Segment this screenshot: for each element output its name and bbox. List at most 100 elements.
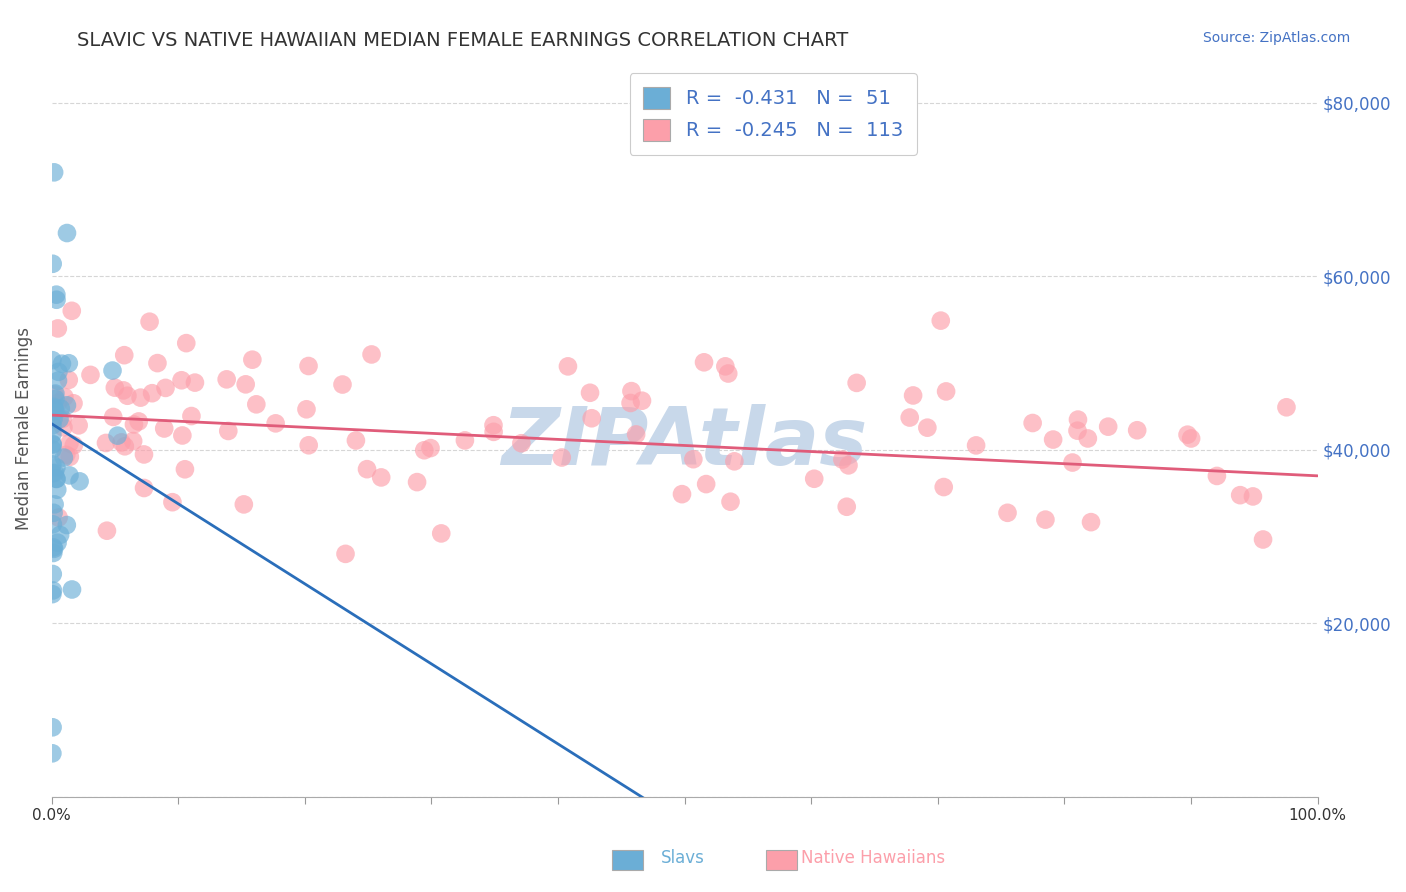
Point (153, 421, 176, 435)
Point (146, 356, 169, 370)
Point (1126, 423, 1149, 437)
Point (831, 452, 853, 467)
Point (45, 472, 67, 486)
Point (45, 287, 67, 301)
Point (419, 441, 441, 455)
Point (59, 450, 82, 464)
Point (717, 367, 740, 381)
Point (42, 165, 65, 179)
Point (44, 466, 66, 480)
Point (46, 321, 69, 335)
Point (112, 384, 135, 398)
Point (803, 472, 825, 486)
Point (46, 374, 69, 388)
Point (581, 411, 603, 425)
Point (41, 747, 63, 761)
Point (1067, 412, 1090, 426)
Point (174, 462, 197, 476)
Point (184, 376, 207, 390)
Point (901, 388, 924, 402)
Point (174, 336, 197, 351)
Point (235, 377, 257, 392)
Point (42, 567, 65, 582)
Point (51, 357, 73, 371)
Point (1077, 432, 1099, 446)
Point (170, 373, 193, 387)
Point (898, 410, 921, 425)
Y-axis label: Median Female Earnings: Median Female Earnings (15, 326, 32, 530)
Point (42, 506, 65, 520)
Point (845, 376, 868, 390)
Point (122, 434, 145, 448)
Point (122, 417, 145, 432)
Point (114, 439, 136, 453)
Point (215, 372, 238, 386)
Point (58, 436, 80, 450)
Point (1251, 533, 1274, 547)
Text: Source: ZipAtlas.com: Source: ZipAtlas.com (1202, 31, 1350, 45)
Point (965, 438, 987, 452)
Point (55, 448, 77, 462)
Point (1021, 416, 1043, 430)
Point (454, 434, 477, 448)
Legend: R =  -0.431   N =  51, R =  -0.245   N =  113: R = -0.431 N = 51, R = -0.245 N = 113 (630, 73, 917, 155)
Point (297, 359, 319, 373)
Point (101, 363, 124, 377)
Point (723, 454, 745, 468)
Point (1066, 424, 1088, 438)
Point (917, 420, 939, 434)
Point (935, 384, 957, 399)
Point (67, 418, 90, 433)
Point (835, 500, 858, 514)
Point (62, 396, 84, 410)
Point (240, 352, 263, 367)
Point (46, 535, 69, 549)
Point (41, 437, 63, 451)
Point (48, 412, 70, 426)
Point (132, 447, 155, 461)
Point (103, 409, 125, 424)
Point (579, 385, 602, 400)
Point (172, 428, 194, 442)
Point (720, 494, 742, 508)
Point (46, 396, 69, 410)
Point (1080, 515, 1102, 529)
Point (46, 483, 69, 497)
Text: SLAVIC VS NATIVE HAWAIIAN MEDIAN FEMALE EARNINGS CORRELATION CHART: SLAVIC VS NATIVE HAWAIIAN MEDIAN FEMALE … (77, 31, 849, 50)
Point (52, 450, 75, 465)
Point (53, 390, 76, 404)
Point (619, 396, 641, 410)
Point (335, 547, 357, 561)
Point (1035, 513, 1057, 527)
Point (1241, 490, 1264, 504)
Point (52, 420, 75, 434)
Point (112, 348, 135, 362)
Point (264, 417, 287, 431)
Point (997, 506, 1019, 520)
Point (1206, 469, 1229, 483)
Point (45, 472, 67, 486)
Point (49, 528, 72, 542)
Point (41, 458, 63, 472)
Point (58, 468, 80, 483)
Point (1062, 456, 1084, 470)
Point (48, 510, 70, 524)
Point (44, 401, 66, 416)
Point (295, 402, 318, 417)
Text: ZIPAtlas: ZIPAtlas (502, 404, 868, 482)
Point (48, 365, 70, 379)
Point (44, 386, 66, 401)
Point (41, 442, 63, 457)
Point (45, 460, 67, 475)
Point (41, 418, 63, 433)
Point (128, 414, 150, 428)
Point (96, 524, 118, 538)
Point (557, 359, 579, 374)
Point (1177, 427, 1199, 442)
Point (551, 450, 574, 465)
Point (44, 392, 66, 406)
Point (42, 467, 65, 481)
Point (44, 387, 66, 401)
Point (180, 409, 202, 423)
Point (69, 475, 91, 489)
